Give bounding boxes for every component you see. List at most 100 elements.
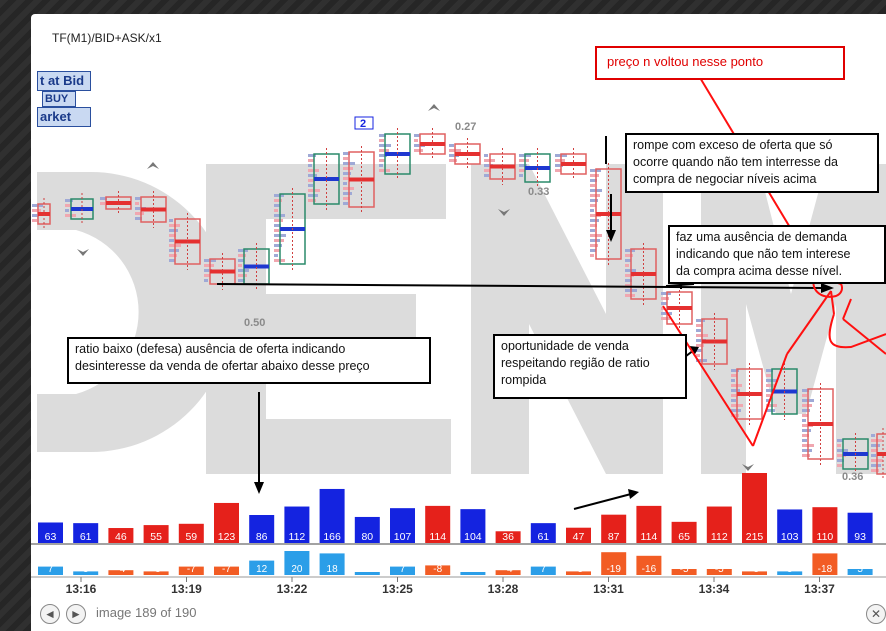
delta-label: 0 [470, 564, 476, 575]
red-annotation-box: preço n voltou nesse ponto [595, 46, 845, 80]
footprint-level [519, 159, 529, 162]
footprint-level [696, 349, 702, 352]
footprint-level [65, 199, 73, 202]
footprint-level [343, 157, 348, 160]
volume-label: 55 [150, 531, 162, 543]
footprint-level [274, 239, 284, 242]
chevron-down-icon [77, 249, 89, 256]
prev-image-button[interactable]: ◄ [40, 604, 60, 624]
poc-bar [631, 272, 656, 276]
delta-label: -19 [606, 564, 621, 575]
volume-label: 59 [185, 531, 197, 543]
footprint-level [590, 179, 597, 182]
footprint-level [238, 254, 246, 257]
footprint-level [169, 254, 177, 257]
delta-label: 20 [291, 564, 303, 575]
footprint-level [696, 324, 703, 327]
volume-bar [706, 506, 732, 543]
volume-bars: 63 61 46 55 59 123 86 112 166 80 107 114 104 36 61 47 87… [31, 473, 886, 545]
footprint-level [343, 202, 348, 205]
close-button[interactable]: ✕ [866, 604, 886, 624]
delta-label: -18 [818, 564, 833, 575]
footprint-level [169, 234, 176, 237]
footprint-level [343, 177, 349, 180]
footprint-level [837, 464, 842, 467]
footprint-level [238, 279, 245, 282]
footprint-level [590, 224, 597, 227]
delta-bar [214, 566, 239, 575]
volume-label: 61 [80, 531, 92, 543]
footprint-level [661, 297, 669, 300]
volume-label: 46 [115, 531, 127, 543]
delta-label: -7 [187, 564, 196, 575]
footprint-level [238, 259, 244, 262]
footprint-chart: 63 61 46 55 59 123 86 112 166 80 107 114 104 36 61 47 87… [31, 75, 886, 596]
footprint-level [238, 249, 248, 252]
volume-bar [38, 522, 63, 543]
footprint-level [731, 374, 737, 377]
delta-bar [601, 552, 627, 575]
time-label: 13:31 [593, 582, 624, 596]
delta-label: -7 [222, 564, 231, 575]
volume-bar [249, 515, 275, 543]
ratio-label: 0.33 [528, 186, 549, 198]
footprint-level [802, 414, 808, 417]
footprint-level [274, 229, 279, 232]
volume-label: 36 [502, 531, 514, 543]
annotation-line: desinteresse da venda de ofertar abaixo … [75, 359, 370, 373]
footprint-level [802, 449, 812, 452]
footprint-level [590, 194, 600, 197]
footprint-level [871, 434, 875, 437]
volume-bar [601, 514, 627, 543]
footprint-level [871, 469, 879, 472]
annotation-line: da compra acima desse nível. [676, 264, 843, 278]
volume-label: 103 [781, 531, 799, 543]
delta-bar [847, 569, 873, 575]
footprint-level [625, 254, 633, 257]
footprint-level [308, 194, 318, 197]
legend-item: BUY [42, 91, 76, 107]
poc-bar [244, 264, 269, 269]
footprint-level [343, 172, 351, 175]
footprint-level [696, 344, 704, 347]
footprint-level [871, 464, 881, 467]
footprint-level [871, 444, 880, 447]
footprint-level [661, 307, 665, 310]
annotation-line: rompida [501, 373, 547, 387]
delta-label: -3 [574, 564, 583, 575]
delta-bar [460, 572, 486, 575]
volume-bar [143, 525, 169, 543]
time-label: 13:22 [277, 582, 308, 596]
footprint-level [837, 444, 841, 447]
delta-bar [742, 571, 767, 575]
footprint-level [590, 219, 599, 222]
volume-bar [108, 528, 134, 543]
volume-bar [671, 521, 697, 543]
footprint-level [379, 139, 384, 142]
volume-label: 47 [573, 531, 585, 543]
footprint-level [871, 449, 878, 452]
footprint-level [308, 154, 316, 157]
time-label: 13:16 [66, 582, 97, 596]
footprint-level [379, 159, 385, 162]
footprint-level [625, 274, 634, 277]
ratio-label: 0.27 [455, 121, 476, 133]
delta-bar [566, 571, 591, 575]
footprint-level [625, 279, 632, 282]
footprint-level [766, 389, 774, 392]
footprint-level [274, 209, 278, 212]
delta-bar [249, 560, 275, 575]
delta-label: -4 [116, 564, 125, 575]
annotation-line: indicando que não tem interese [676, 247, 851, 261]
next-image-button[interactable]: ► [66, 604, 86, 624]
volume-label: 112 [289, 531, 306, 543]
delta-bar [671, 569, 697, 575]
footprint-level [274, 204, 280, 207]
footprint-level [169, 249, 179, 252]
footprint-level [100, 202, 105, 205]
volume-bar [777, 509, 803, 543]
volume-bar [354, 516, 380, 543]
annotation-line: respeitando região de ratio [501, 356, 650, 370]
delta-bars: 7 3 -4 -3 -7 -7 12 20 18 2 7 -8 0 -4 7 -3 -19 -16 -5 -5 -3 3 -… [38, 551, 873, 575]
footprint-level [731, 369, 739, 372]
